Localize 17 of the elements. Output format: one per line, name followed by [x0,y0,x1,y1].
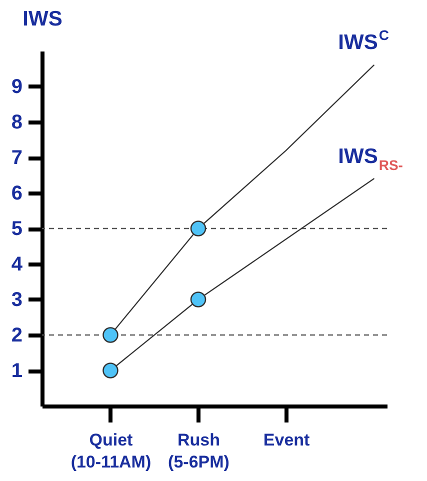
x-tick-label: Quiet (10-11AM) [70,430,152,472]
y-tick-label: 8 [11,112,22,134]
point [102,362,118,378]
y-tick-label: 7 [11,147,22,169]
point [190,220,206,236]
point [102,327,118,343]
y-axis-title: IWS [22,8,62,30]
y-tick-label: 5 [11,218,22,240]
x-tick-label: Rush (5-6PM) [168,430,230,472]
y-tick-label: 3 [11,289,22,311]
y-tick-label: 9 [11,76,22,98]
y-tick-label: 4 [11,254,24,276]
x-tick-label: Event [263,430,310,450]
y-tick-label: 1 [11,360,22,382]
y-tick-label: 6 [11,182,22,204]
point [190,292,206,308]
y-tick-label: 2 [11,324,22,346]
